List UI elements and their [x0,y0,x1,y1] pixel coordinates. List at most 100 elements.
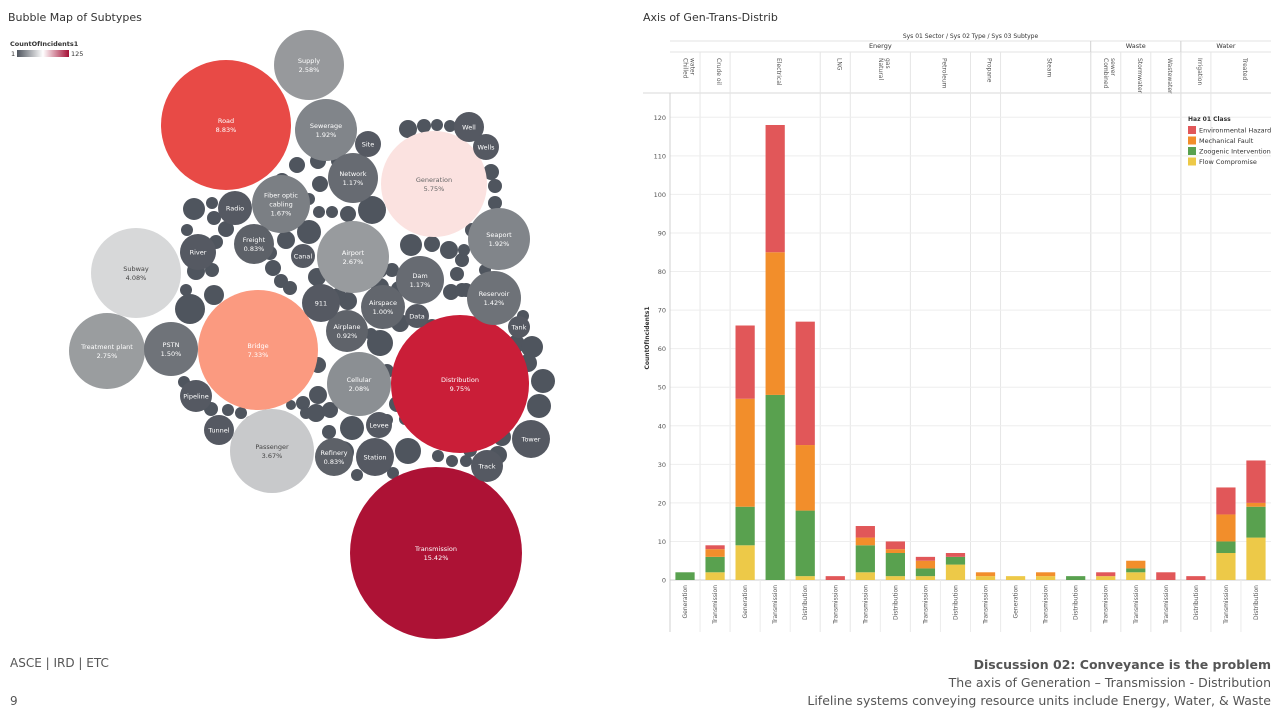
legend-swatch [1188,136,1196,145]
bar-segment-zoogenic-intervention [795,510,815,577]
small-bubble [296,396,310,410]
bubble-label: Sewerage [310,122,342,130]
small-bubble [531,369,555,393]
bubble-map-title: Bubble Map of Subtypes [8,11,142,24]
legend-title: Haz 01 Class [1188,116,1231,123]
category-label: Transmission [772,585,779,625]
header-label: Sys 01 Sector / Sys 02 Type / Sys 03 Sub… [903,33,1039,40]
bubble-river: River [180,234,216,270]
small-bubble [289,157,305,173]
bubble-percent: 0.83% [324,458,345,466]
small-bubble [455,253,469,267]
small-bubble [399,120,417,138]
bubble-circle [356,438,394,476]
bar-segment-flow-compromise [1246,537,1266,580]
bubble-label: Tunnel [207,427,229,435]
bubble-percent: 4.08% [126,274,147,282]
bar-segment-mechanical-fault [885,549,905,554]
category-label: Generation [742,585,749,619]
bubble-label: Passenger [255,443,289,451]
bubble-circle [467,271,521,325]
small-bubble [322,425,336,439]
bubble-label: Airplane [334,323,361,331]
bar-segment-zoogenic-intervention [675,572,695,580]
bar-segment-environmental-hazard [1246,460,1266,503]
bubble-circle [180,234,216,270]
bubble-label: Levee [369,422,388,430]
bar-segment-mechanical-fault [735,398,755,507]
bar-segment-mechanical-fault [765,252,785,395]
small-bubble [180,284,192,296]
y-tick-label: 30 [658,461,666,469]
type-label: Steam [1046,58,1053,78]
bubble-percent: 2.67% [343,258,364,266]
small-bubble [206,197,218,209]
bubble-tower: Tower [512,420,550,458]
bubble-label: Treatment plant [80,343,133,351]
bar-segment-flow-compromise [1005,576,1026,580]
bar-segment-zoogenic-intervention [855,545,875,573]
bubble-label: Canal [294,253,313,261]
legend-max: 125 [71,50,83,58]
y-tick-label: 100 [654,191,666,199]
bubble-label: Supply [298,57,320,65]
bubble-label: Well [462,124,476,132]
category-label: Distribution [1193,585,1200,620]
bar-segment-environmental-hazard [1186,576,1206,580]
type-label: Stormwater [1136,58,1143,94]
bubble-circle [317,221,389,293]
bubble-label: Distribution [441,376,479,384]
bubble-circle [198,290,318,410]
category-label: Transmission [1043,585,1050,625]
bubble-label: Wells [477,144,495,152]
bar-segment-flow-compromise [705,572,725,580]
small-bubble [387,467,399,479]
bubble-station: Station [356,438,394,476]
bubble-percent: 3.67% [262,452,283,460]
y-tick-label: 70 [658,307,666,315]
y-tick-label: 20 [658,499,666,507]
small-bubble [207,211,221,225]
bar-segment-zoogenic-intervention [915,568,936,577]
bubble-percent: 15.42% [424,554,449,562]
bar-segment-environmental-hazard [735,325,755,399]
small-bubble [351,469,363,481]
bubble-circle [144,322,198,376]
footer-org: ASCE | IRD | ETC [10,656,109,670]
bubble-circle [204,415,234,445]
bubble-label: Bridge [247,342,268,350]
bubble-percent: 8.83% [216,126,237,134]
stacked-bar-chart[interactable]: Sys 01 Sector / Sys 02 Type / Sys 03 Sub… [0,0,1280,650]
type-label: Petroleum [940,58,947,89]
bar-segment-zoogenic-intervention [1126,568,1146,573]
bubble-percent: 7.33% [248,351,269,359]
bar-segment-zoogenic-intervention [765,394,785,580]
small-bubble [527,394,551,418]
footer-heading: Discussion 02: Conveyance is the problem [973,657,1271,672]
bar-segment-environmental-hazard [765,124,785,253]
bar-segment-zoogenic-intervention [1066,576,1086,580]
footer-line-2: Lifeline systems conveying resource unit… [807,693,1271,708]
bubble-label: Generation [416,176,452,184]
bubble-circle [326,310,368,352]
bar-segment-environmental-hazard [825,576,845,580]
bubble-label: Site [362,141,374,149]
legend-ramp [17,50,69,57]
bubble-label: 911 [315,300,327,308]
small-bubble [444,120,456,132]
small-bubble [235,407,247,419]
bubble-circle [252,175,310,233]
small-bubble [204,285,224,305]
bubble-circle [361,285,405,329]
bubble-label: Refinery [321,449,348,457]
bubble-percent: 0.92% [337,332,358,340]
bar-segment-zoogenic-intervention [885,553,905,577]
